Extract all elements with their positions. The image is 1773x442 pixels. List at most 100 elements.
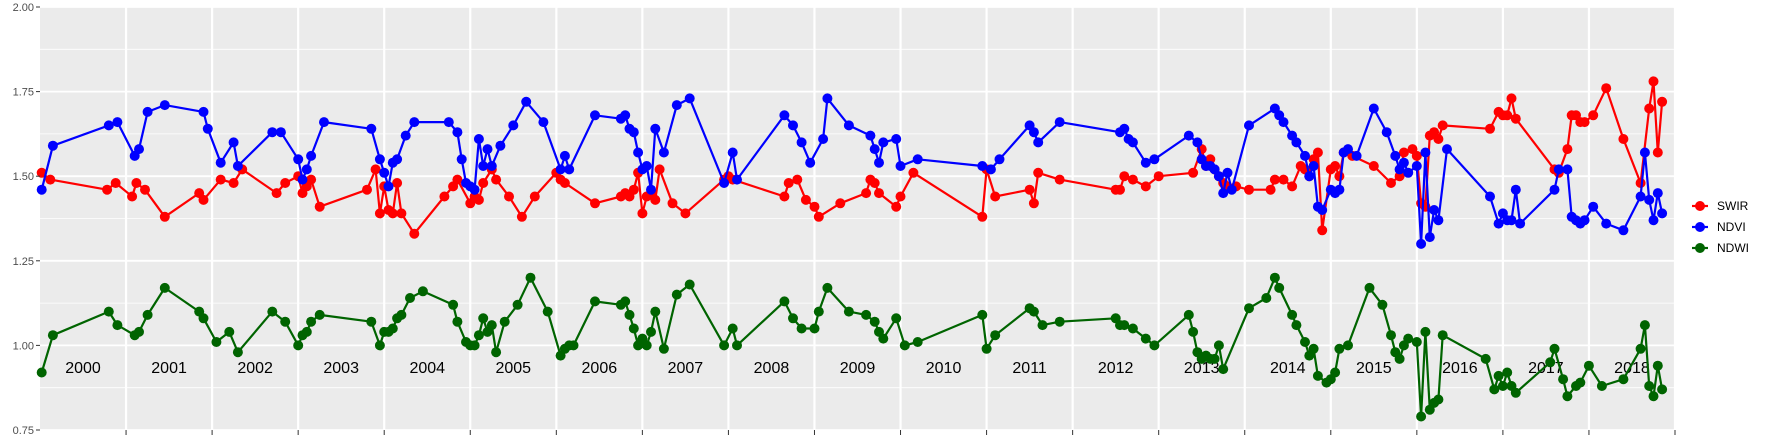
data-point-ndwi	[1218, 364, 1229, 375]
data-point-ndvi	[267, 127, 278, 138]
data-point-ndvi	[788, 120, 798, 131]
data-point-ndvi	[977, 161, 988, 171]
data-point-swir	[516, 211, 527, 222]
data-point-ndwi	[1300, 337, 1310, 347]
data-point-ndwi	[813, 306, 824, 317]
year-label: 2008	[754, 360, 790, 377]
data-point-ndwi	[650, 306, 661, 317]
data-point-ndwi	[1416, 411, 1427, 422]
data-point-swir	[102, 184, 113, 195]
data-point-ndwi	[1639, 320, 1650, 331]
data-point-swir	[1510, 113, 1521, 124]
data-point-ndvi	[620, 110, 631, 121]
data-point-swir	[36, 167, 47, 178]
data-point-swir	[559, 178, 570, 188]
data-point-swir	[452, 174, 463, 185]
data-point-ndvi	[1420, 147, 1431, 158]
data-point-ndwi	[224, 326, 235, 337]
data-point-ndvi	[306, 150, 317, 161]
data-point-swir	[215, 174, 226, 185]
data-point-ndvi	[641, 161, 652, 171]
y-tick-label: 1.50	[13, 171, 34, 183]
data-point-ndvi	[1416, 238, 1427, 249]
data-point-ndvi	[443, 117, 454, 128]
legend-label: SWIR	[1717, 199, 1749, 213]
data-point-swir	[1502, 110, 1513, 121]
year-label: 2000	[65, 360, 101, 377]
data-point-ndvi	[1657, 208, 1668, 219]
data-point-swir	[1506, 93, 1517, 104]
data-point-swir	[491, 174, 502, 185]
data-point-swir	[990, 191, 1001, 202]
data-point-ndwi	[1596, 381, 1607, 391]
data-point-ndvi	[650, 123, 661, 134]
data-point-ndvi	[878, 137, 889, 148]
data-point-swir	[362, 184, 372, 195]
data-point-swir	[1287, 181, 1298, 192]
data-point-ndwi	[1119, 320, 1130, 331]
data-point-ndvi	[1485, 191, 1495, 202]
data-point-swir	[1579, 117, 1590, 128]
data-point-ndwi	[981, 343, 992, 354]
data-point-swir	[861, 188, 872, 199]
data-point-ndvi	[727, 147, 738, 158]
data-point-ndvi	[1033, 137, 1044, 148]
data-point-ndvi	[1119, 123, 1130, 134]
data-point-ndvi	[456, 154, 467, 165]
legend-key-dot	[1695, 201, 1705, 211]
data-point-ndvi	[1183, 130, 1194, 141]
data-point-ndwi	[36, 367, 47, 378]
data-point-ndvi	[1308, 161, 1319, 171]
data-point-ndvi	[1390, 150, 1401, 161]
year-label: 2013	[1184, 360, 1220, 377]
data-point-ndvi	[374, 154, 385, 165]
data-point-ndwi	[267, 306, 278, 317]
data-point-ndvi	[985, 164, 996, 175]
legend-key-dot	[1695, 243, 1705, 253]
data-point-ndvi	[1429, 205, 1440, 215]
data-point-swir	[1411, 150, 1422, 161]
year-label: 2011	[1012, 360, 1047, 377]
data-point-ndvi	[495, 140, 506, 151]
x-axis	[125, 430, 1676, 435]
data-point-swir	[1278, 174, 1289, 185]
year-label: 2015	[1356, 360, 1392, 377]
data-point-ndvi	[1398, 157, 1409, 168]
data-point-swir	[1386, 178, 1396, 188]
data-point-ndwi	[1558, 374, 1569, 385]
data-point-swir	[396, 208, 407, 219]
data-point-ndwi	[417, 286, 428, 297]
data-point-ndwi	[232, 347, 243, 358]
data-point-ndwi	[822, 282, 833, 293]
data-point-ndvi	[400, 130, 411, 141]
data-point-swir	[1244, 184, 1254, 195]
data-point-ndvi	[478, 161, 489, 171]
data-point-swir	[637, 208, 648, 219]
data-point-ndwi	[1244, 303, 1254, 314]
data-point-ndvi	[1424, 232, 1435, 243]
data-point-swir	[314, 201, 325, 212]
data-point-ndvi	[1149, 154, 1160, 165]
data-point-ndvi	[1515, 218, 1526, 229]
data-point-ndvi	[1639, 147, 1650, 158]
data-point-ndwi	[142, 309, 153, 320]
data-point-ndwi	[658, 343, 669, 354]
data-point-ndwi	[1183, 309, 1194, 320]
data-point-ndvi	[1648, 215, 1659, 226]
data-point-swir	[1054, 174, 1065, 185]
data-point-ndvi	[521, 96, 532, 107]
data-point-ndvi	[142, 106, 153, 117]
data-point-swir	[895, 191, 906, 202]
data-point-ndvi	[843, 120, 854, 131]
data-point-ndvi	[1433, 215, 1444, 226]
data-point-ndvi	[473, 134, 484, 144]
data-point-swir	[159, 211, 170, 222]
data-point-ndwi	[1403, 333, 1414, 344]
data-point-swir	[1265, 184, 1276, 195]
data-point-ndwi	[1635, 343, 1646, 354]
data-point-ndwi	[809, 323, 820, 334]
year-label: 2001	[151, 360, 187, 377]
data-point-ndvi	[379, 167, 390, 178]
data-point-ndvi	[469, 184, 480, 195]
